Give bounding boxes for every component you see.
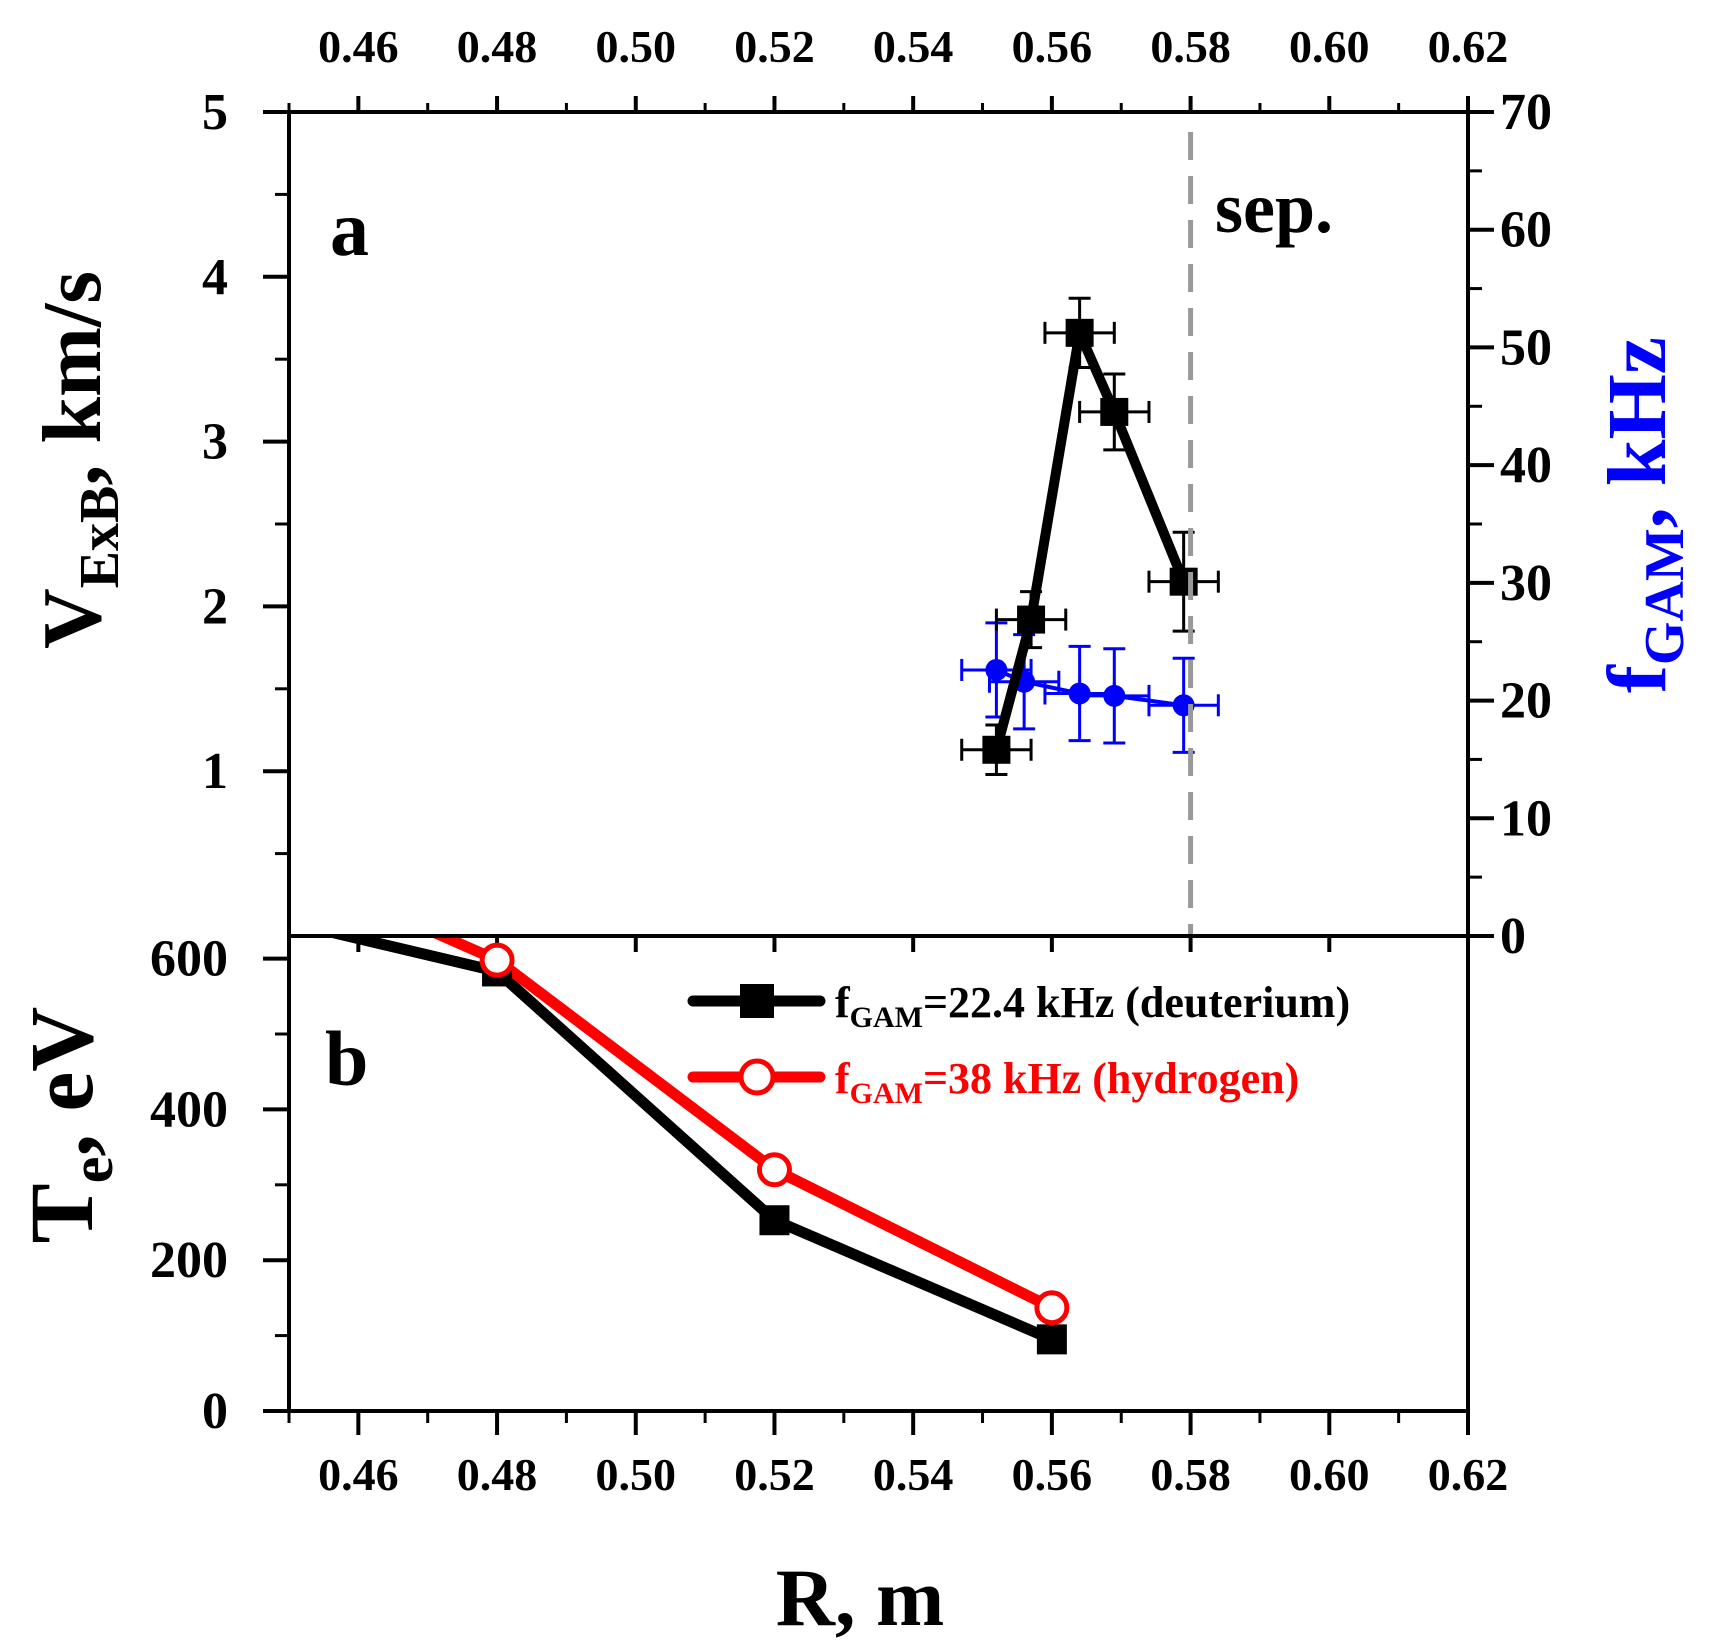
data-point-deuterium [1036,1324,1067,1355]
y-label-left-rest: , km/s [26,271,119,486]
top-x-tick-label: 0.58 [1150,21,1231,72]
y-tick-label-b: 200 [150,1232,228,1289]
legend-label-hydrogen: fGAM=38 kHz (hydrogen) [835,1054,1299,1110]
series-te [205,823,1070,1355]
x-tick-label: 0.62 [1428,1449,1509,1500]
y-tick-label-b: 600 [150,931,228,988]
series-line-deuterium [323,936,1055,1345]
x-tick-label: 0.52 [734,1449,815,1500]
data-point-V_ExB [982,735,1011,764]
panel-label-a: a [330,185,369,272]
axis-ticks-b: 0.46 0.48 0.50 0.52 0.54 0.56 0.58 0.60 0.62 0 200… [150,931,1508,1500]
legend-label-deuterium: fGAM=22.4 kHz (deuterium) [835,978,1350,1034]
data-point-deuterium [759,1205,790,1236]
y-tick-label-right: 30 [1500,555,1552,612]
x-tick-label: 0.54 [873,1449,954,1500]
separatrix-annotation: sep. [1215,168,1333,248]
legend: fGAM=22.4 kHz (deuterium) fGAM=38 kHz (h… [687,978,1350,1110]
y-tick-label-b: 400 [150,1081,228,1138]
y-axis-label-right: fGAM, kHz [1591,337,1696,693]
panel-a: 0.46 0.48 0.50 0.52 0.54 0.56 0.58 0.60 0.62 1 2 3 4… [26,21,1696,965]
data-point-hydrogen [479,942,515,978]
y-label-b-main: T [13,1183,112,1243]
x-tick-label: 0.48 [457,1449,538,1500]
top-x-tick-label: 0.54 [873,21,954,72]
data-point-V_ExB [1169,567,1198,596]
y-tick-label-left: 1 [202,743,228,800]
data-point-V_ExB [1100,397,1129,426]
panel-label-b: b [325,1015,368,1102]
data-point-V_ExB [1065,318,1094,347]
y-tick-label-left: 3 [202,414,228,471]
y-label-b-rest: , eV [13,1007,112,1157]
y-label-left-sub: ExB [69,486,131,589]
y-label-right-sub: GAM [1634,528,1696,665]
x-tick-label: 0.46 [318,1449,399,1500]
y-tick-label-left: 5 [202,84,228,141]
y-tick-label-right: 20 [1500,673,1552,730]
data-point-deuterium [205,891,235,921]
y-tick-label-right: 0 [1500,908,1526,965]
y-tick-label-right: 40 [1500,437,1552,494]
data-point-hydrogen [756,1152,792,1188]
top-x-tick-label: 0.62 [1428,21,1509,72]
x-tick-label: 0.56 [1012,1449,1093,1500]
x-tick-label: 0.60 [1289,1449,1370,1500]
data-point-f_GAM [1103,684,1126,707]
y-tick-label-left: 2 [202,578,228,635]
y-label-right-rest: , kHz [1591,337,1684,528]
y-label-left-main: V [26,588,119,649]
y-tick-label-right: 70 [1500,84,1552,141]
legend-marker-deuterium [740,984,774,1018]
y-axis-label-left: VExB, km/s [26,271,131,649]
top-x-tick-label: 0.60 [1289,21,1370,72]
y-tick-label-right: 50 [1500,319,1552,376]
y-label-right-main: f [1591,664,1684,693]
panel-b: 0.46 0.48 0.50 0.52 0.54 0.56 0.58 0.60 0.62 0 200… [13,823,1508,1643]
top-x-tick-label: 0.50 [596,21,677,72]
data-point-hydrogen [205,823,235,853]
y-axis-label-b: Te, eV [13,1007,125,1244]
y-tick-label-right: 60 [1500,202,1552,259]
axis-ticks-a: 0.46 0.48 0.50 0.52 0.54 0.56 0.58 0.60 0.62 1 2 3 4… [202,21,1552,965]
y-label-b-sub: e [59,1157,125,1184]
legend-marker-hydrogen [738,1058,776,1096]
x-axis-label: R, m [776,1552,945,1643]
y-tick-label-left: 4 [202,249,228,306]
series-v-exb [960,296,1220,776]
y-tick-label-right: 10 [1500,790,1552,847]
top-x-tick-label: 0.56 [1012,21,1093,72]
y-tick-label-b: 0 [202,1383,228,1440]
top-x-tick-label: 0.52 [734,21,815,72]
series-line-hydrogen [428,936,1055,1313]
x-tick-label: 0.50 [596,1449,677,1500]
x-tick-label: 0.58 [1150,1449,1231,1500]
plot-frame-b [287,934,1470,1413]
top-x-tick-label: 0.48 [457,21,538,72]
top-x-tick-label: 0.46 [318,21,399,72]
data-point-hydrogen [1034,1290,1070,1326]
data-point-V_ExB [1017,605,1046,634]
